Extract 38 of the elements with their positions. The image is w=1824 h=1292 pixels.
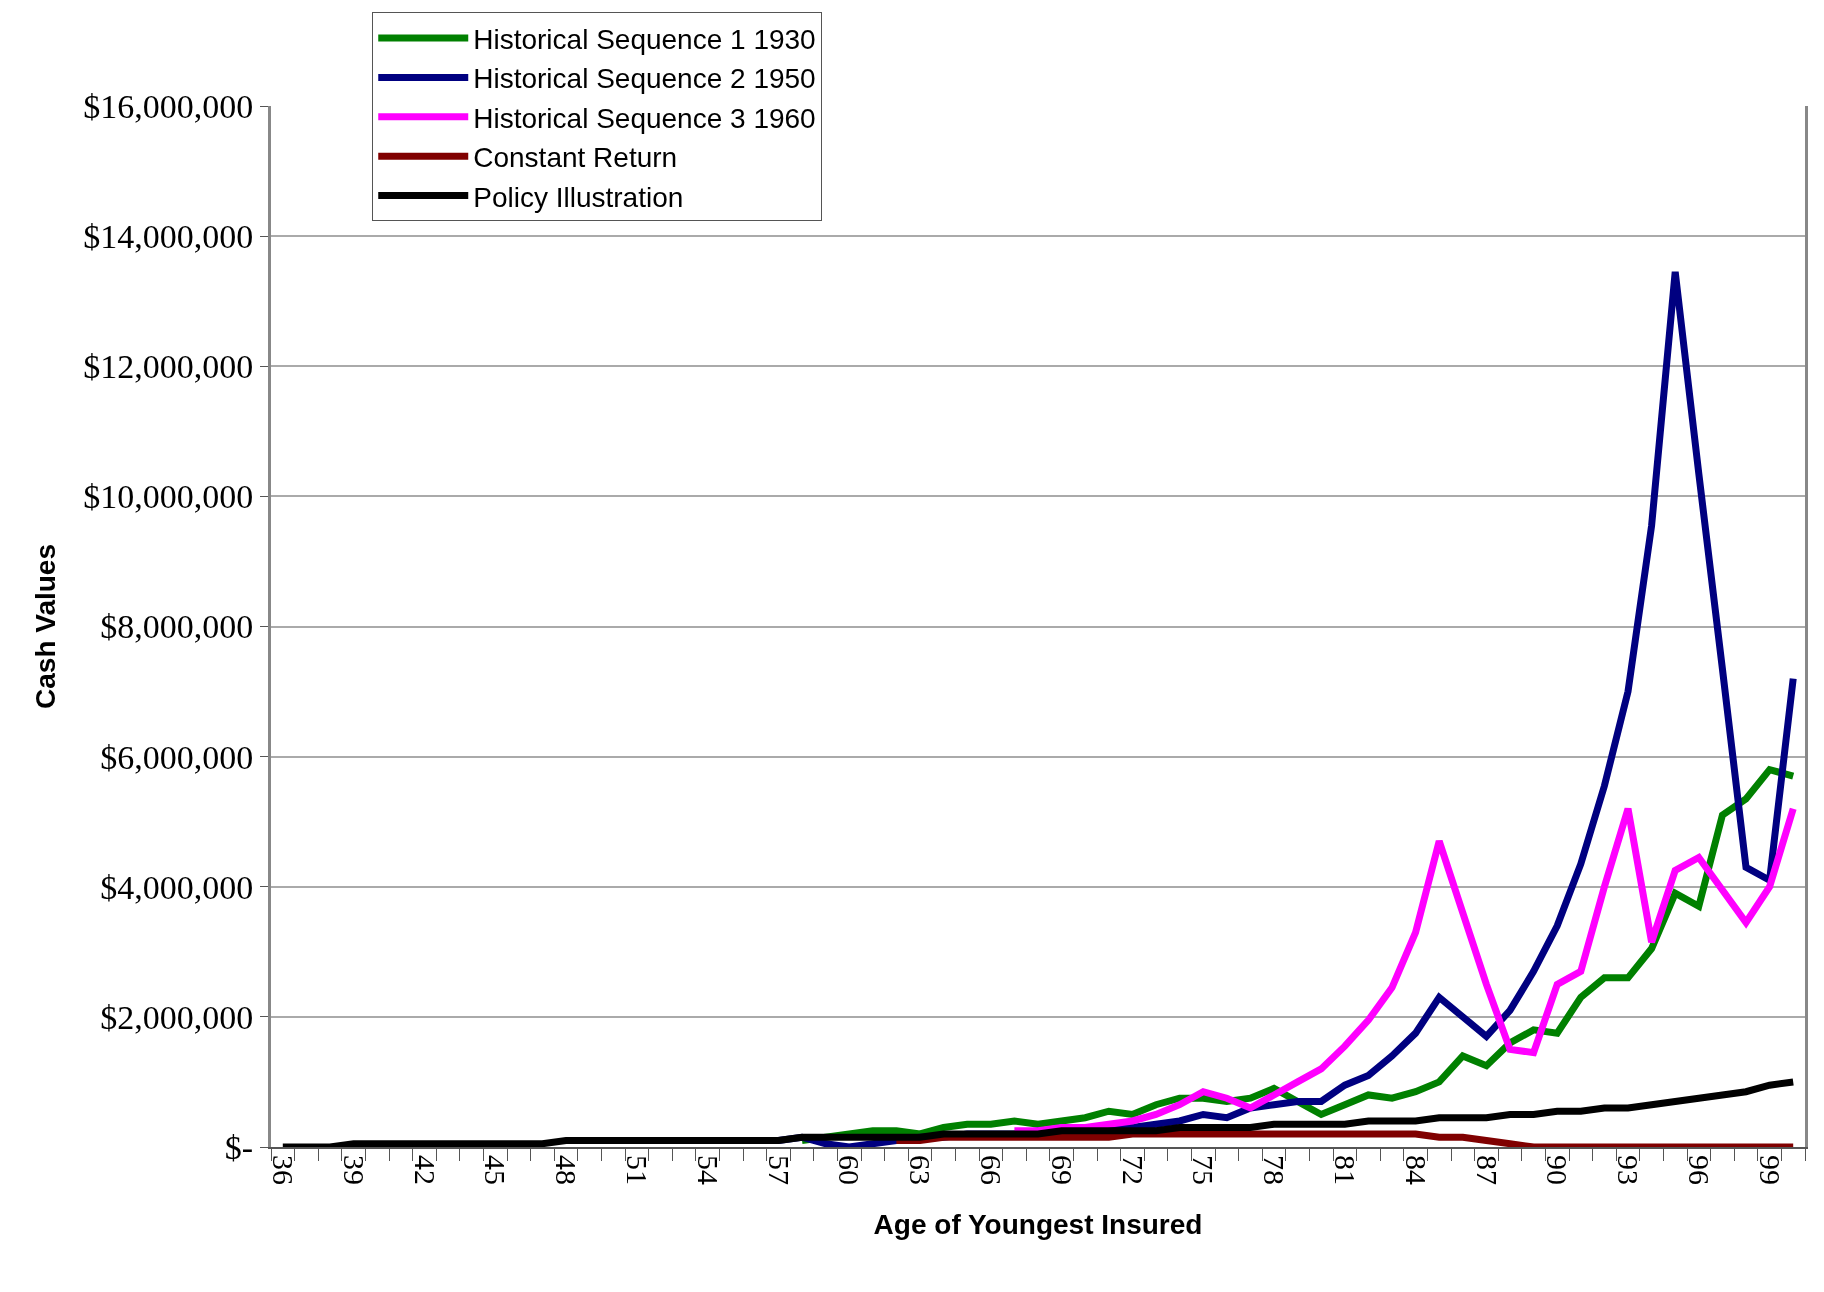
x-tick-label: 48: [550, 1155, 584, 1185]
y-tick-label: $14,000,000: [83, 218, 254, 256]
legend-label: Constant Return: [473, 142, 678, 174]
x-tick-label: 54: [691, 1155, 725, 1185]
x-tick-label: 90: [1541, 1155, 1575, 1185]
x-tick-label: 66: [975, 1155, 1009, 1185]
legend-label: Historical Sequence 2 1950: [473, 63, 816, 95]
x-tick-label: 45: [479, 1155, 513, 1185]
x-tick-label: 84: [1399, 1155, 1433, 1185]
x-tick-label: 60: [833, 1155, 867, 1185]
x-tick-label: 42: [408, 1155, 442, 1185]
y-tick-label: $2,000,000: [100, 998, 254, 1036]
x-axis-title: Age of Youngest Insured: [873, 1208, 1203, 1240]
x-tick-label: 63: [904, 1155, 938, 1185]
y-tick-label: $-: [224, 1128, 254, 1166]
x-tick-label: 81: [1329, 1155, 1363, 1185]
x-tick-label: 69: [1045, 1155, 1079, 1185]
y-tick-label: $4,000,000: [100, 868, 254, 906]
x-tick-label: 39: [337, 1155, 371, 1185]
legend-label: Historical Sequence 3 1960: [473, 102, 816, 134]
x-tick-label: 36: [267, 1155, 301, 1185]
y-tick-label: $6,000,000: [100, 738, 254, 776]
legend-label: Policy Illustration: [473, 181, 684, 213]
x-tick-label: 75: [1187, 1155, 1221, 1185]
y-tick-label: $12,000,000: [83, 348, 254, 386]
y-tick-label: $16,000,000: [83, 87, 254, 125]
x-tick-label: 51: [621, 1155, 655, 1185]
x-tick-label: 96: [1683, 1155, 1717, 1185]
x-tick-label: 78: [1258, 1155, 1292, 1185]
x-tick-label: 57: [762, 1155, 796, 1185]
y-tick-label: $10,000,000: [83, 478, 254, 516]
y-axis-title: Cash Values: [29, 544, 61, 709]
x-tick-label: 93: [1612, 1155, 1646, 1185]
y-tick-label: $8,000,000: [100, 608, 254, 646]
x-tick-label: 99: [1753, 1155, 1787, 1185]
x-tick-label: 72: [1116, 1155, 1150, 1185]
legend-label: Historical Sequence 1 1930: [473, 23, 816, 55]
x-tick-label: 87: [1470, 1155, 1504, 1185]
